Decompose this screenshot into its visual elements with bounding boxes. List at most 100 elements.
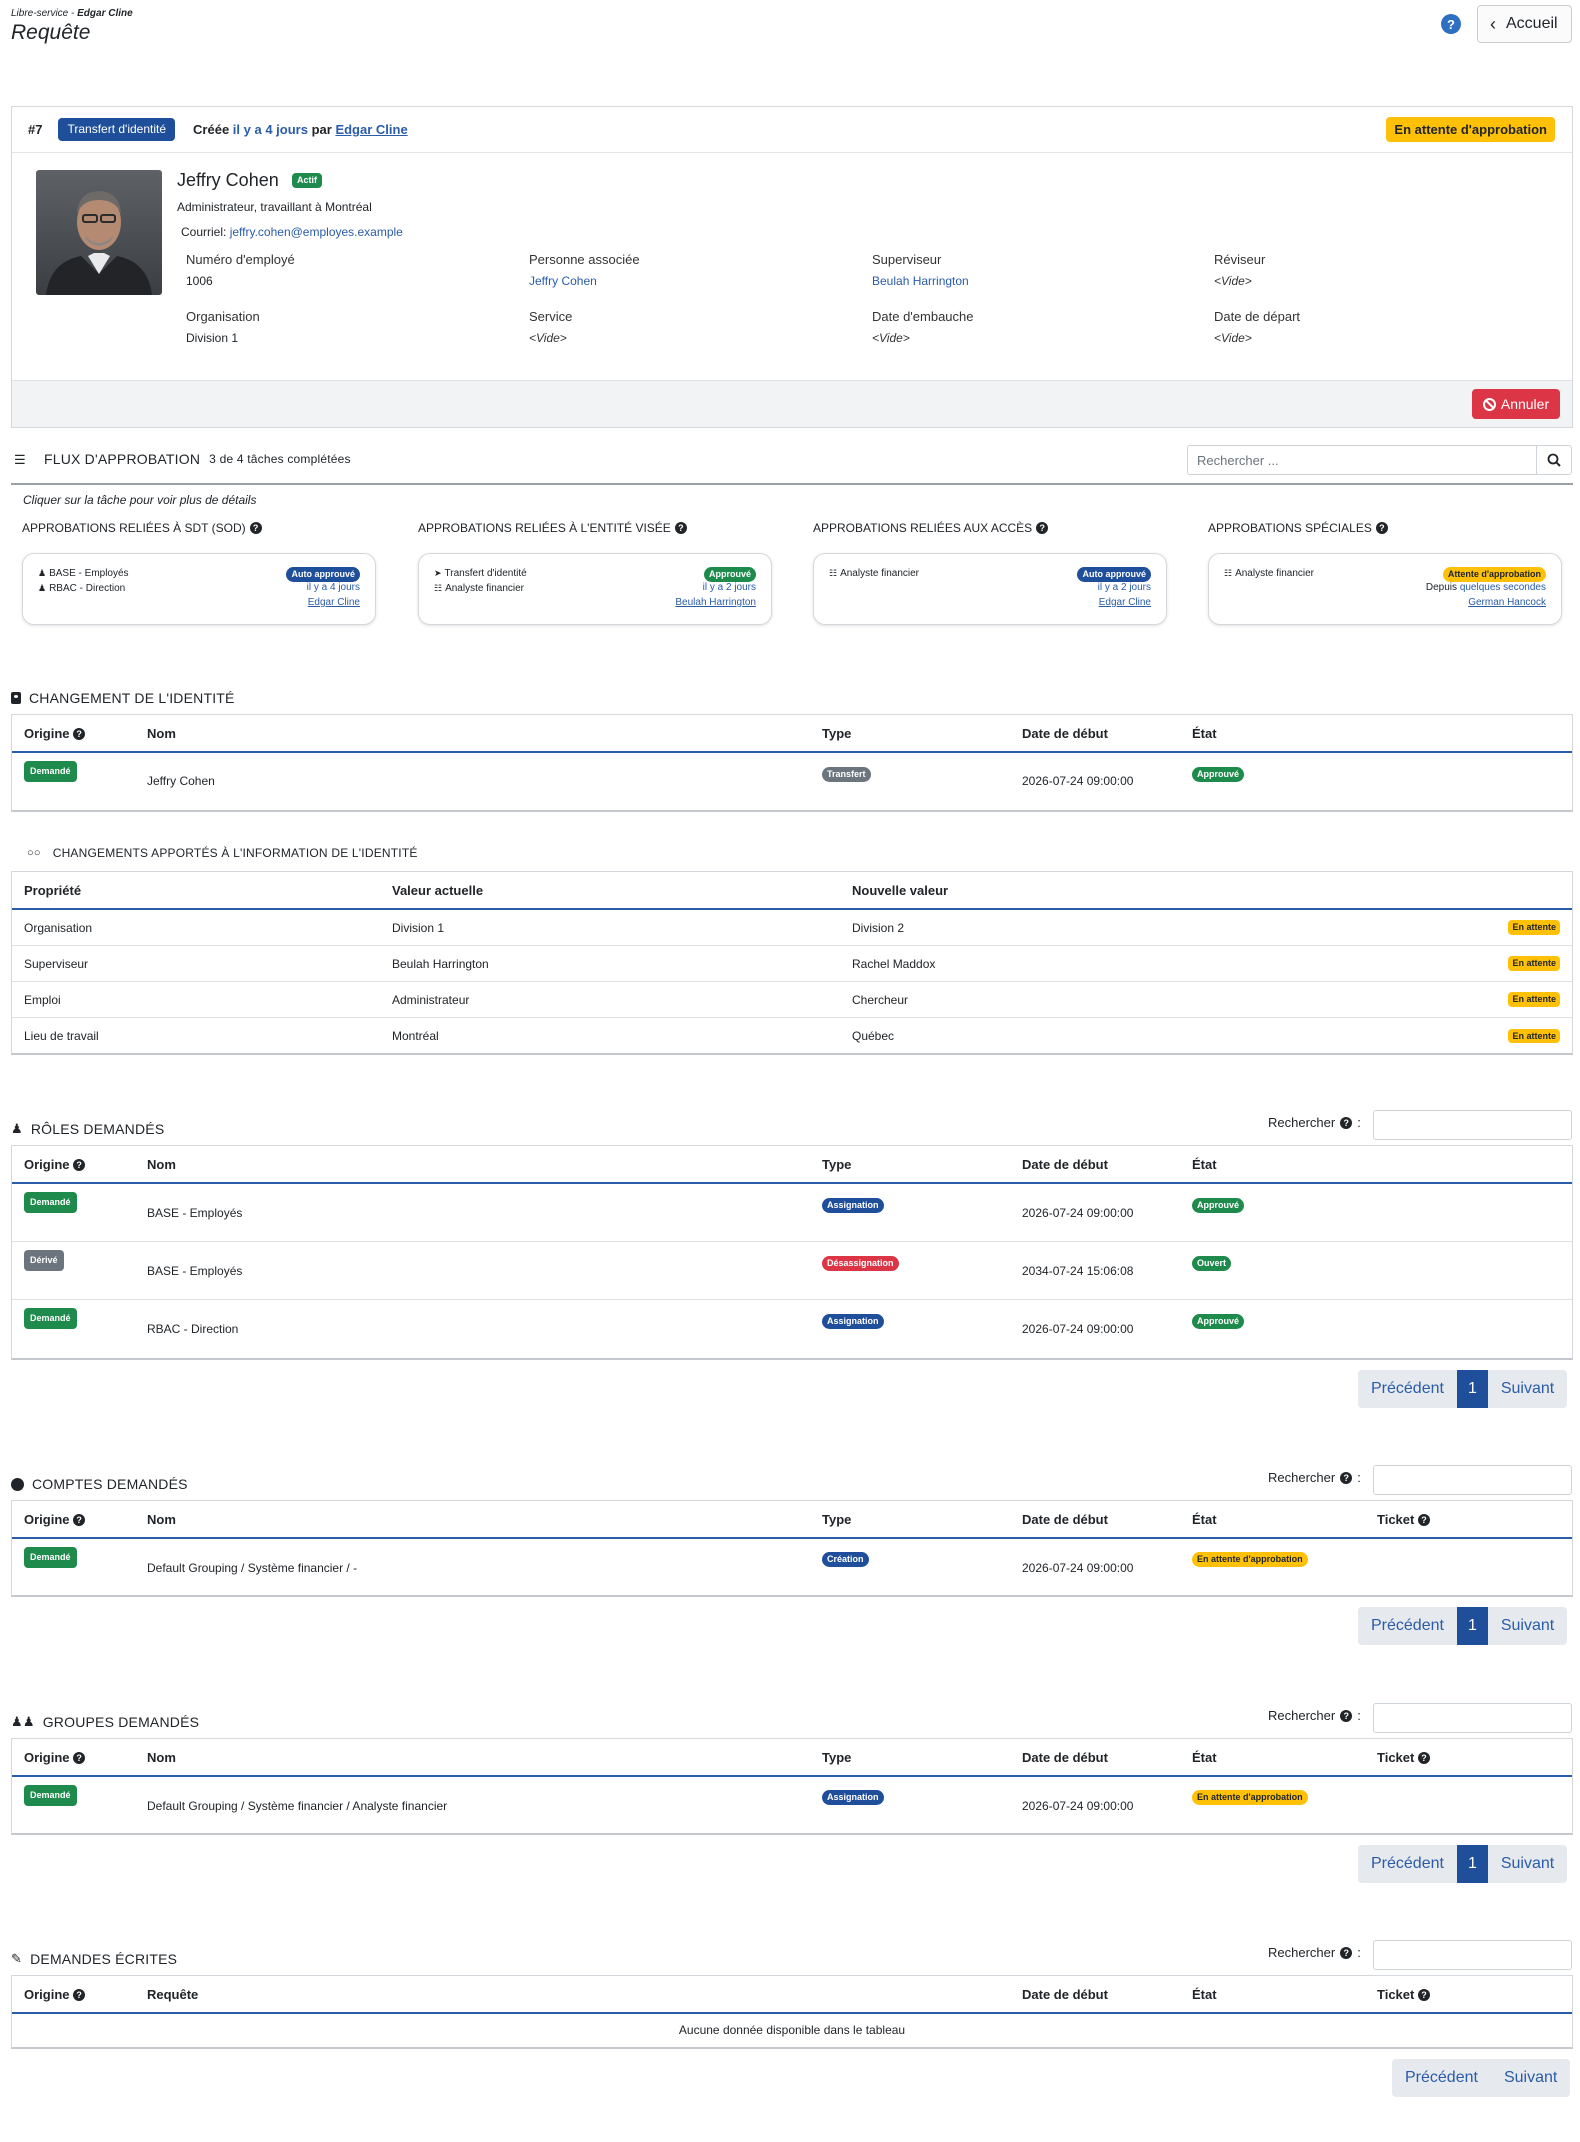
prev-button[interactable]: Précédent xyxy=(1392,2059,1491,2097)
approval-task-card[interactable]: ➤ Transfert d'identité ☷ Analyste financier… xyxy=(418,553,772,625)
col-name[interactable]: Nom xyxy=(147,725,176,741)
col-ticket[interactable]: Ticket ? xyxy=(1377,1512,1430,1527)
col-name[interactable]: Nom xyxy=(147,1749,176,1765)
task-approver-link[interactable]: German Hancock xyxy=(1468,597,1546,608)
cancel-button-label: Annuler xyxy=(1500,396,1550,412)
type-badge: Assignation xyxy=(822,1314,884,1329)
col-type[interactable]: Type xyxy=(822,1511,852,1527)
id-card-icon xyxy=(11,692,21,704)
accounts-pagination: Précédent 1 Suivant xyxy=(1358,1607,1568,1645)
next-button[interactable]: Suivant xyxy=(1487,1607,1568,1645)
prev-button[interactable]: Précédent xyxy=(1358,1370,1457,1408)
email-link[interactable]: jeffry.cohen@employes.example xyxy=(229,225,403,239)
row-start: 2026-07-24 09:00:00 xyxy=(1022,774,1134,788)
col-state[interactable]: État xyxy=(1192,1156,1217,1172)
identity-subtitle: Administrateur, travaillant à Montréal xyxy=(177,200,372,214)
origin-badge: Demandé xyxy=(24,1785,77,1806)
row-start: 2034-07-24 15:06:08 xyxy=(1022,1264,1134,1278)
approval-task-card[interactable]: ♟ BASE - Employés ♟ RBAC - Direction Auto ap… xyxy=(22,553,376,625)
col-name[interactable]: Nom xyxy=(147,1156,176,1172)
task-approver-link[interactable]: Edgar Cline xyxy=(1098,597,1151,608)
written-table: Origine ? Requête Date de début État Tic… xyxy=(11,1975,1573,2049)
breadcrumb-user[interactable]: Edgar Cline xyxy=(77,8,133,19)
field-value: <Vide> xyxy=(872,331,910,345)
page-1-button[interactable]: 1 xyxy=(1456,1370,1488,1408)
roles-header: ♟ RÔLES DEMANDÉS xyxy=(11,1121,164,1137)
row-name: RBAC - Direction xyxy=(147,1322,239,1336)
accounts-header-row: Origine ? Nom Type Date de début État Ti… xyxy=(12,1501,1572,1539)
field-value[interactable]: Jeffry Cohen xyxy=(529,274,597,288)
col-state[interactable]: État xyxy=(1192,1511,1217,1527)
approval-task-card[interactable]: ☷ Analyste financier Attente d'approbation… xyxy=(1208,553,1562,625)
help-icon[interactable]: ? xyxy=(1441,14,1461,34)
col-state[interactable]: État xyxy=(1192,1986,1217,2002)
roles-search-input[interactable] xyxy=(1373,1110,1572,1140)
col-start[interactable]: Date de début xyxy=(1022,725,1108,741)
col-request[interactable]: Requête xyxy=(147,1986,199,2002)
col-type[interactable]: Type xyxy=(822,1156,852,1172)
written-search-input[interactable] xyxy=(1373,1940,1572,1970)
identity-change-header: CHANGEMENT DE L'IDENTITÉ xyxy=(11,690,235,706)
col-start[interactable]: Date de début xyxy=(1022,1749,1108,1765)
task-item: ☷ Analyste financier xyxy=(1224,568,1315,579)
field-label: Service xyxy=(529,309,573,324)
col-origin[interactable]: Origine ? xyxy=(24,1987,86,2002)
page-title: Requête xyxy=(11,21,91,44)
prev-button[interactable]: Précédent xyxy=(1358,1845,1457,1883)
help-icon: ? xyxy=(73,1514,86,1527)
accounts-search-input[interactable] xyxy=(1373,1465,1572,1495)
search-button[interactable] xyxy=(1536,445,1572,475)
groups-search-input[interactable] xyxy=(1373,1703,1572,1733)
row-property: Emploi xyxy=(24,992,61,1007)
col-current[interactable]: Valeur actuelle xyxy=(392,882,484,898)
state-badge: Approuvé xyxy=(1192,1198,1245,1213)
col-start[interactable]: Date de début xyxy=(1022,1986,1108,2002)
groups-title: GROUPES DEMANDÉS xyxy=(42,1714,200,1730)
col-origin[interactable]: Origine ? xyxy=(24,726,86,741)
origin-badge: Demandé xyxy=(24,761,77,782)
col-start[interactable]: Date de début xyxy=(1022,1156,1108,1172)
col-type[interactable]: Type xyxy=(822,725,852,741)
col-origin[interactable]: Origine ? xyxy=(24,1512,86,1527)
roles-pagination: Précédent 1 Suivant xyxy=(1358,1370,1568,1408)
page-1-button[interactable]: 1 xyxy=(1456,1607,1488,1645)
flow-title: FLUX D'APPROBATION xyxy=(44,451,201,467)
field-label: Réviseur xyxy=(1214,252,1266,267)
col-origin[interactable]: Origine ? xyxy=(24,1157,86,1172)
task-item: ☷ Analyste financier xyxy=(434,583,525,594)
row-start: 2026-07-24 09:00:00 xyxy=(1022,1799,1134,1813)
col-new[interactable]: Nouvelle valeur xyxy=(852,882,949,898)
field-value[interactable]: Beulah Harrington xyxy=(872,274,969,288)
col-origin[interactable]: Origine ? xyxy=(24,1750,86,1765)
next-button[interactable]: Suivant xyxy=(1487,1845,1568,1883)
written-title: DEMANDES ÉCRITES xyxy=(30,1951,178,1967)
task-approver-link[interactable]: Beulah Harrington xyxy=(675,597,756,608)
request-number: #7 xyxy=(28,122,43,137)
page-1-button[interactable]: 1 xyxy=(1456,1845,1488,1883)
table-row: Emploi Administrateur Chercheur En attente xyxy=(12,982,1572,1018)
col-property[interactable]: Propriété xyxy=(24,882,82,898)
col-ticket[interactable]: Ticket ? xyxy=(1377,1987,1430,2002)
col-state[interactable]: État xyxy=(1192,725,1217,741)
task-approver-link[interactable]: Edgar Cline xyxy=(307,597,360,608)
col-type[interactable]: Type xyxy=(822,1749,852,1765)
roles-title: RÔLES DEMANDÉS xyxy=(30,1121,165,1137)
prev-button[interactable]: Précédent xyxy=(1358,1607,1457,1645)
approval-task-card[interactable]: ☷ Analyste financier Auto approuvé il y a 2… xyxy=(813,553,1167,625)
home-button[interactable]: ‹ Accueil xyxy=(1477,5,1572,43)
col-state[interactable]: État xyxy=(1192,1749,1217,1765)
flow-column-title: APPROBATIONS SPÉCIALES? xyxy=(1208,521,1388,535)
type-badge: Création xyxy=(822,1552,869,1567)
type-badge: Désassignation xyxy=(822,1256,899,1271)
person-icon: ♟ xyxy=(38,583,47,593)
col-start[interactable]: Date de début xyxy=(1022,1511,1108,1527)
flow-search-input[interactable]: Rechercher ... xyxy=(1187,445,1536,475)
row-current-value: Montréal xyxy=(392,1029,439,1043)
next-button[interactable]: Suivant xyxy=(1490,2059,1571,2097)
identity-name: Jeffry Cohen xyxy=(177,170,279,190)
cancel-button[interactable]: Annuler xyxy=(1472,389,1560,419)
next-button[interactable]: Suivant xyxy=(1487,1370,1568,1408)
creator-link[interactable]: Edgar Cline xyxy=(335,122,408,137)
col-name[interactable]: Nom xyxy=(147,1511,176,1527)
col-ticket[interactable]: Ticket ? xyxy=(1377,1750,1430,1765)
